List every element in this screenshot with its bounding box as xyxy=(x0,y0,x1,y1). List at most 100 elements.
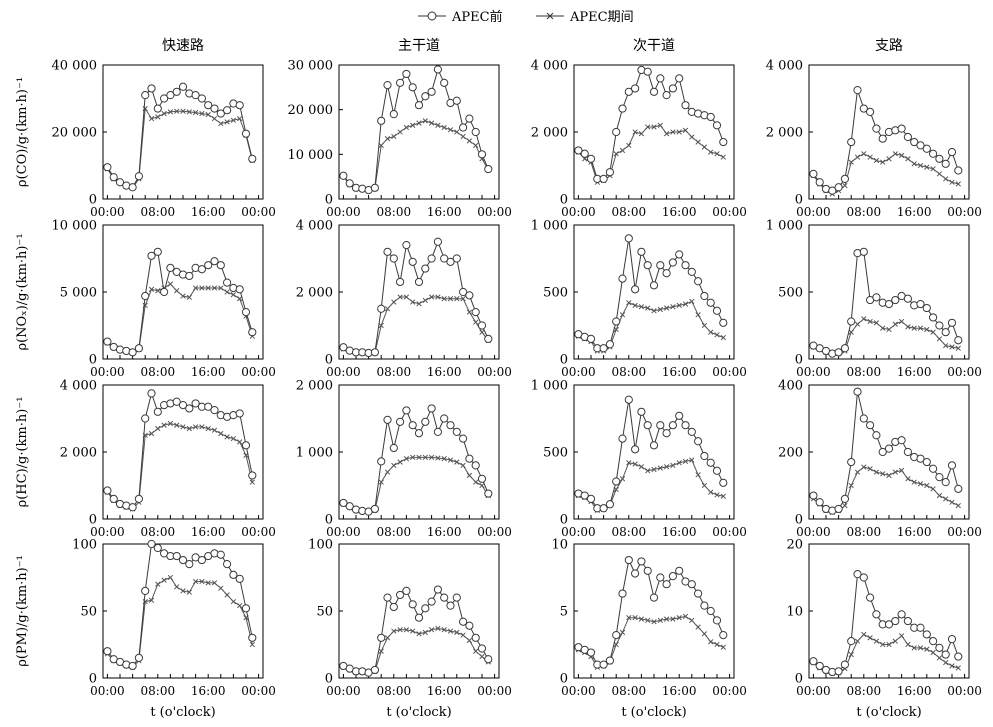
point-before xyxy=(954,484,963,493)
y-tick-label: 4 000 xyxy=(296,219,333,234)
point-during xyxy=(422,629,428,636)
point-before xyxy=(248,633,257,642)
point-during xyxy=(714,492,720,498)
point-during xyxy=(199,424,205,430)
point-before xyxy=(248,328,257,337)
point-during xyxy=(645,468,651,474)
point-before xyxy=(421,264,430,273)
point-during xyxy=(632,302,638,309)
point-before xyxy=(872,293,881,302)
point-before xyxy=(222,106,232,115)
point-before xyxy=(947,635,957,644)
series-line-during xyxy=(578,615,724,668)
point-during xyxy=(670,616,676,622)
point-before xyxy=(103,337,112,346)
point-before xyxy=(339,343,348,352)
point-before xyxy=(128,348,137,357)
point-before xyxy=(916,299,925,309)
point-before xyxy=(452,427,461,436)
point-during xyxy=(479,482,485,489)
panel: 0 5 000 10 000 00:00 08:00 16:00 00:00 xyxy=(52,219,276,380)
point-before xyxy=(687,267,696,276)
point-before xyxy=(662,91,671,100)
point-during xyxy=(391,299,397,305)
point-during xyxy=(689,617,695,624)
point-during xyxy=(645,124,651,130)
point-before xyxy=(115,178,125,187)
point-during xyxy=(447,628,454,634)
point-before xyxy=(109,494,118,503)
point-during xyxy=(936,492,943,499)
point-before xyxy=(618,274,627,283)
point-during xyxy=(403,456,410,462)
x-tick-label: 16:00 xyxy=(427,525,462,539)
series-line-during xyxy=(106,106,253,189)
point-during xyxy=(880,471,886,477)
point-before xyxy=(947,461,957,470)
point-during xyxy=(410,122,416,128)
y-tick-label: 2 000 xyxy=(296,379,333,394)
y-tick-label: 2 000 xyxy=(531,126,568,141)
point-during xyxy=(911,479,917,485)
point-before xyxy=(172,87,181,96)
point-during xyxy=(205,580,211,586)
point-before xyxy=(928,313,938,322)
point-during xyxy=(898,318,905,325)
y-tick-label: 20 xyxy=(786,538,803,553)
point-during xyxy=(626,615,632,621)
point-during xyxy=(848,159,854,165)
panel: 0 10 000 20 000 30 000 00:00 08:00 16:00 00:00 xyxy=(288,59,512,220)
point-during xyxy=(167,420,174,427)
point-before xyxy=(719,137,728,147)
point-during xyxy=(695,472,701,478)
point-during xyxy=(218,585,224,591)
point-before xyxy=(427,597,436,606)
point-before xyxy=(339,498,348,508)
point-before xyxy=(599,174,608,183)
point-before xyxy=(681,421,690,430)
x-tick-label: 00:00 xyxy=(241,365,276,379)
point-during xyxy=(473,142,479,149)
point-before xyxy=(396,78,405,87)
point-during xyxy=(619,147,626,154)
point-before xyxy=(605,340,615,349)
point-before xyxy=(631,285,640,294)
point-before xyxy=(235,285,244,294)
point-before xyxy=(922,144,931,153)
point-during xyxy=(422,454,428,461)
point-before xyxy=(809,657,818,666)
point-during xyxy=(632,129,638,135)
point-before xyxy=(859,104,868,113)
point-during xyxy=(205,285,211,291)
point-before xyxy=(465,114,474,123)
point-before xyxy=(178,401,188,410)
point-before xyxy=(477,474,487,483)
point-before xyxy=(853,86,862,95)
x-tick-label: 16:00 xyxy=(897,684,932,698)
point-during xyxy=(657,465,663,471)
x-tick-label: 16:00 xyxy=(191,684,226,698)
point-during xyxy=(230,435,237,442)
point-before xyxy=(668,84,677,93)
point-before xyxy=(396,417,405,426)
y-tick-label: 0 xyxy=(795,193,803,208)
point-during xyxy=(955,665,961,671)
point-during xyxy=(645,617,651,624)
point-during xyxy=(905,324,911,330)
point-during xyxy=(416,120,422,126)
point-before xyxy=(396,277,405,287)
point-before xyxy=(128,503,137,512)
point-before xyxy=(216,261,225,270)
point-during xyxy=(384,635,391,641)
point-before xyxy=(706,606,715,616)
point-before xyxy=(440,593,449,602)
point-during xyxy=(155,114,161,120)
point-during xyxy=(949,499,955,505)
point-before xyxy=(147,84,156,93)
point-before xyxy=(185,404,194,413)
point-during xyxy=(898,633,905,639)
y-tick-label: 2 000 xyxy=(296,286,333,301)
point-during xyxy=(676,302,682,309)
point-during xyxy=(663,305,670,311)
